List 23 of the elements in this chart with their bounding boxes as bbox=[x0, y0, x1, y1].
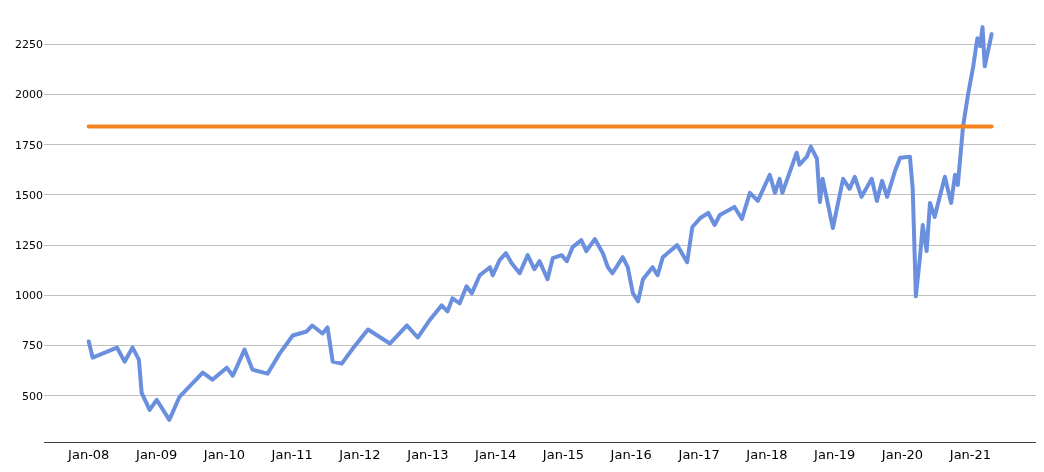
y-tick-label: 1750 bbox=[15, 138, 43, 152]
y-tick-label: 2250 bbox=[15, 38, 43, 52]
x-tick-label: Jan-10 bbox=[202, 446, 246, 462]
y-tick-label: 2000 bbox=[15, 88, 43, 102]
x-tick-label: Jan-14 bbox=[474, 446, 517, 462]
x-tick-label: Jan-08 bbox=[67, 446, 110, 462]
y-tick-label: 1000 bbox=[15, 289, 43, 303]
y-tick-label: 750 bbox=[22, 339, 43, 353]
x-tick-label: Jan-11 bbox=[270, 446, 313, 462]
x-tick-label: Jan-17 bbox=[677, 446, 720, 462]
x-tick-label: Jan-15 bbox=[541, 446, 585, 462]
line-series bbox=[86, 25, 994, 422]
y-tick-label: 1250 bbox=[15, 238, 43, 252]
x-tick-label: Jan-16 bbox=[609, 446, 652, 462]
y-tick-label: 500 bbox=[22, 389, 43, 403]
x-tick-label: Jan-09 bbox=[135, 446, 178, 462]
x-tick-label: Jan-21 bbox=[948, 446, 992, 462]
x-tick-label: Jan-18 bbox=[745, 446, 788, 462]
x-tick-label: Jan-12 bbox=[338, 446, 381, 462]
x-tick-label: Jan-13 bbox=[406, 446, 449, 462]
x-tick-label: Jan-19 bbox=[813, 446, 856, 462]
x-tick-label: Jan-20 bbox=[880, 446, 924, 462]
y-tick-label: 1500 bbox=[15, 188, 43, 202]
